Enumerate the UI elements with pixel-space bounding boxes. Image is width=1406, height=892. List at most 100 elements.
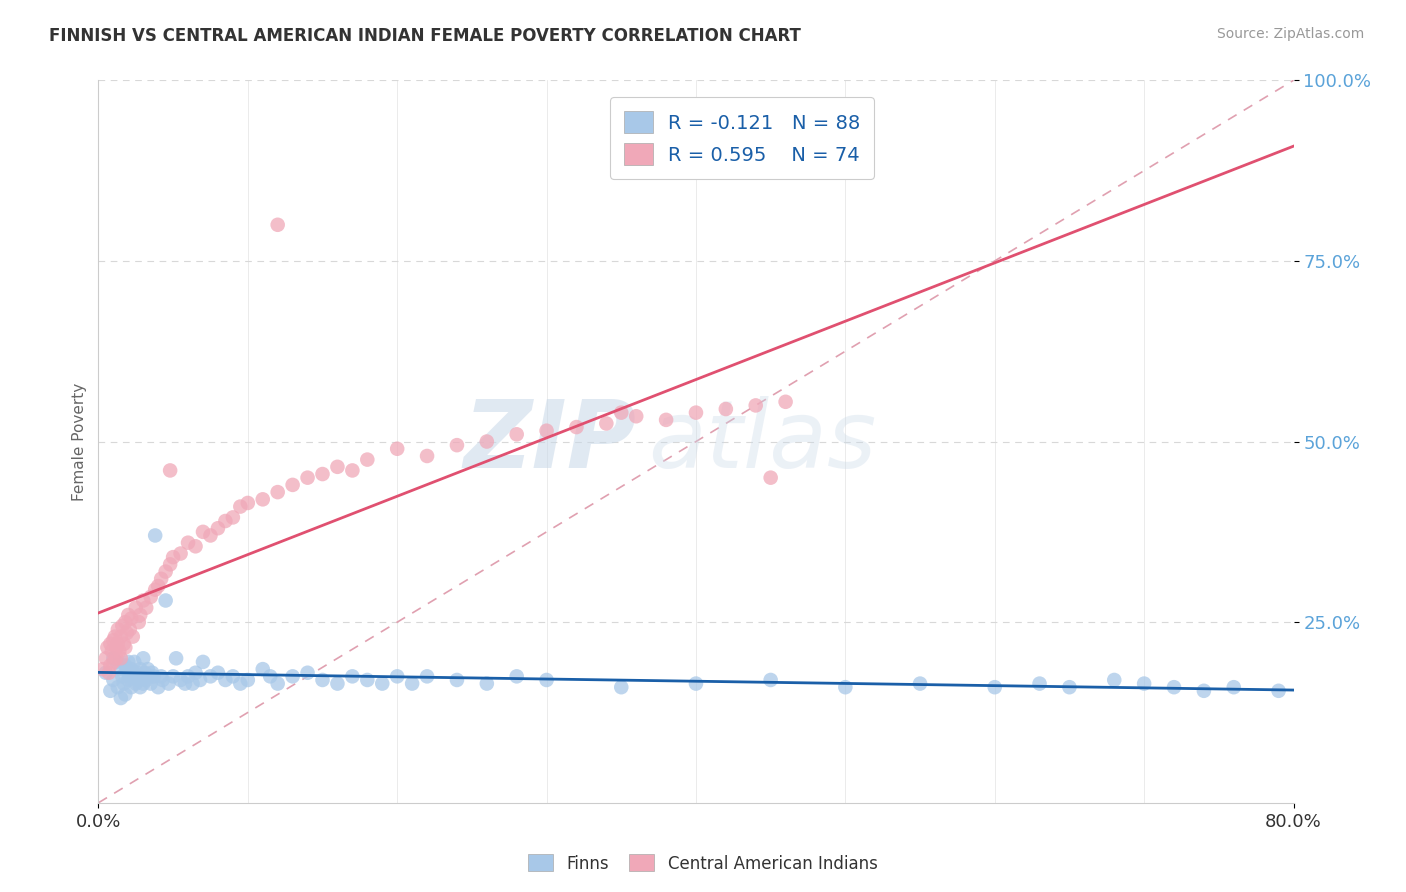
Point (120, 611, 142, 625)
Point (103, 633, 125, 648)
Point (759, 673, 782, 687)
Point (143, 528, 166, 542)
Point (311, 673, 333, 687)
Point (111, 669, 134, 683)
Point (326, 676, 349, 690)
Point (110, 691, 132, 706)
Point (143, 582, 166, 597)
Point (207, 665, 229, 680)
Point (129, 680, 152, 694)
Point (115, 626, 138, 640)
Point (129, 662, 152, 676)
Point (297, 665, 319, 680)
Point (506, 427, 529, 442)
Point (118, 623, 141, 637)
Point (1192, 683, 1215, 698)
Point (98, 683, 122, 698)
Point (200, 528, 222, 542)
Point (162, 550, 184, 565)
Point (138, 669, 160, 683)
Point (252, 492, 274, 507)
Point (135, 673, 157, 687)
Point (141, 665, 163, 680)
Point (128, 673, 150, 687)
Point (416, 449, 439, 463)
Point (281, 478, 304, 492)
Point (94, 665, 117, 680)
Point (159, 558, 181, 572)
Point (134, 665, 156, 680)
Point (446, 673, 468, 687)
Point (1223, 680, 1246, 694)
Point (110, 651, 132, 665)
Point (177, 535, 200, 549)
Point (103, 673, 125, 687)
Point (98, 637, 122, 651)
Point (1267, 683, 1289, 698)
Point (117, 655, 139, 669)
Point (385, 669, 409, 683)
Point (91, 662, 114, 676)
Point (236, 496, 259, 510)
Point (610, 406, 633, 420)
Point (165, 651, 187, 665)
Point (121, 630, 143, 644)
Point (131, 669, 153, 683)
Point (416, 669, 439, 683)
Point (114, 687, 136, 701)
Point (267, 218, 290, 232)
Text: Source: ZipAtlas.com: Source: ZipAtlas.com (1216, 27, 1364, 41)
Point (103, 651, 125, 665)
Point (152, 673, 174, 687)
Point (112, 637, 135, 651)
Point (745, 398, 768, 412)
Point (136, 662, 159, 676)
Point (128, 615, 150, 630)
Point (401, 676, 423, 690)
Point (222, 669, 245, 683)
Point (110, 630, 132, 644)
Point (200, 669, 222, 683)
Point (105, 655, 128, 669)
Point (107, 623, 129, 637)
Point (184, 539, 207, 553)
Point (132, 676, 155, 690)
Point (162, 669, 184, 683)
Point (110, 662, 132, 676)
Point (94, 651, 117, 665)
Point (135, 600, 157, 615)
Point (229, 500, 252, 514)
Point (236, 673, 259, 687)
Point (655, 413, 678, 427)
Point (107, 680, 129, 694)
Point (342, 463, 364, 477)
Point (1028, 676, 1050, 690)
Point (475, 434, 498, 449)
Point (610, 680, 633, 694)
Point (229, 676, 252, 690)
Point (536, 424, 558, 438)
Y-axis label: Female Poverty: Female Poverty (72, 383, 87, 500)
Point (125, 676, 148, 690)
Point (685, 406, 707, 420)
Point (103, 655, 125, 669)
Point (157, 676, 180, 690)
Point (174, 676, 197, 690)
Point (181, 676, 204, 690)
Point (214, 514, 236, 528)
Point (132, 651, 155, 665)
Point (125, 600, 148, 615)
Point (124, 655, 146, 669)
Point (177, 669, 200, 683)
Point (148, 680, 170, 694)
Point (565, 420, 588, 434)
Point (114, 615, 136, 630)
Point (120, 662, 142, 676)
Point (142, 669, 165, 683)
Point (356, 452, 378, 467)
Point (267, 676, 290, 690)
Point (115, 662, 138, 676)
Point (356, 673, 378, 687)
Point (222, 510, 245, 524)
Point (169, 547, 191, 561)
